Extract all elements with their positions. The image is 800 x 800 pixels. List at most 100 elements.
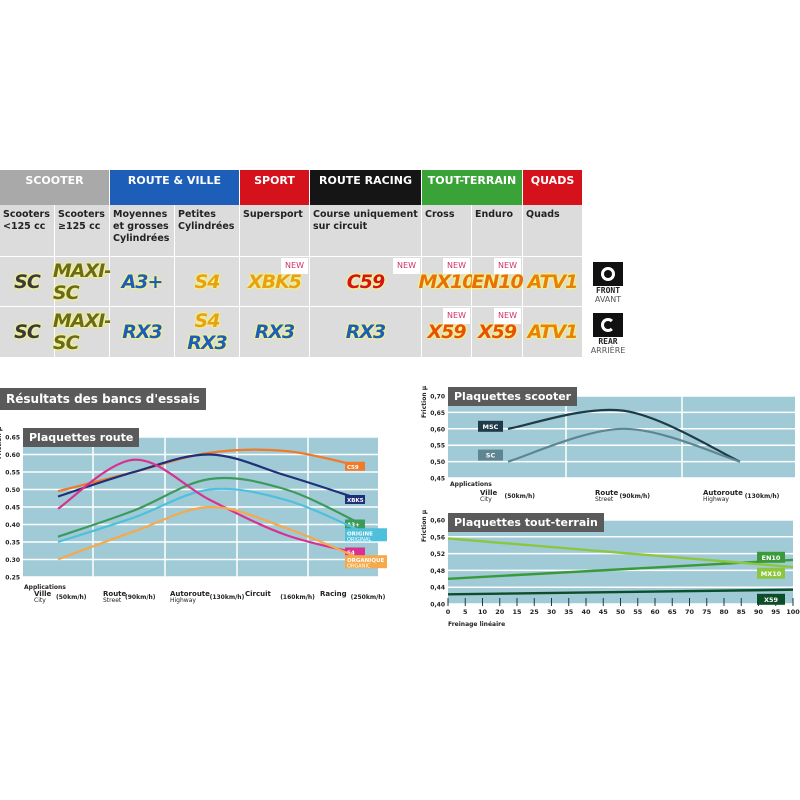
y-tick-label: 0,48 bbox=[430, 568, 445, 575]
series-label: ORGANIC bbox=[347, 564, 371, 570]
x-category-speed: (50km/h) bbox=[56, 594, 87, 601]
product-cell: RX3 bbox=[310, 307, 422, 358]
product-logo: MX10 bbox=[418, 270, 476, 293]
new-badge: NEW bbox=[393, 258, 420, 274]
x-tick-label: 70 bbox=[685, 608, 695, 616]
product-logo: SC bbox=[14, 321, 41, 343]
series-label: ORIGINAL bbox=[347, 537, 371, 543]
y-tick-label: 0,60 bbox=[430, 426, 445, 433]
product-logo: ATV1 bbox=[527, 321, 579, 343]
product-logo: XBK5 bbox=[247, 270, 302, 293]
column-description: Cross bbox=[422, 205, 472, 257]
product-cell: S4 RX3 bbox=[175, 307, 240, 358]
y-tick-label: 0,55 bbox=[430, 443, 445, 450]
column-description: Supersport bbox=[240, 205, 310, 257]
offroad-pads-chart: 0,60 0,56 0,52 0,48 0,44 0,40 Friction μ 0 5 10 20… bbox=[421, 510, 800, 628]
column-description: Quads bbox=[523, 205, 583, 257]
new-badge: NEW bbox=[443, 258, 470, 274]
product-cell: S4 bbox=[175, 257, 240, 307]
series-label: C59 bbox=[347, 465, 359, 471]
product-logo: ATV1 bbox=[527, 270, 579, 293]
series-line-a3+ bbox=[57, 476, 363, 538]
category-header: SCOOTER bbox=[0, 170, 109, 205]
column-description: Petites Cylindrées bbox=[175, 205, 240, 257]
product-logo: RX3 bbox=[122, 321, 162, 343]
product-cell: XBK5 NEW bbox=[240, 257, 310, 307]
x-tick-label: 95 bbox=[771, 608, 781, 616]
x-category-label: Autoroute bbox=[703, 489, 743, 497]
x-tick-label: 90 bbox=[754, 608, 764, 616]
x-tick-label: 65 bbox=[668, 608, 678, 616]
series-label-box bbox=[757, 593, 785, 605]
column-description: Course uniquement sur circuit bbox=[310, 205, 422, 257]
y-tick-label: 0.30 bbox=[5, 557, 20, 564]
product-cell: SC bbox=[0, 307, 55, 358]
front-label: FRONT bbox=[595, 286, 621, 295]
product-logo: X59 bbox=[477, 321, 517, 343]
series-label: ORGANIQUE bbox=[347, 558, 384, 564]
product-logo: MAXI-SC bbox=[52, 310, 112, 354]
x-tick-label: 75 bbox=[702, 608, 712, 616]
front-indicator: FRONT AVANT bbox=[590, 262, 626, 304]
x-tick-label: 0 bbox=[446, 608, 451, 616]
x-category-speed: (50km/h) bbox=[505, 493, 536, 500]
front-sub-label: AVANT bbox=[594, 295, 622, 304]
x-category-sublabel: Street bbox=[103, 597, 122, 604]
x-category-speed: (160km/h) bbox=[280, 594, 315, 601]
y-tick-label: 0,40 bbox=[430, 602, 445, 609]
x-tick-label: 55 bbox=[633, 608, 643, 616]
y-tick-label: 0,70 bbox=[430, 394, 445, 401]
product-logo: C59 bbox=[346, 270, 385, 293]
product-cell: EN10 NEW bbox=[471, 257, 524, 307]
x-tick-label: 40 bbox=[581, 608, 591, 616]
scooter-chart-title: Plaquettes scooter bbox=[448, 387, 578, 406]
x-category-label: Racing bbox=[320, 590, 347, 598]
product-logo: RX3 bbox=[345, 321, 386, 343]
y-tick-label: 0.50 bbox=[5, 487, 20, 494]
x-tick-label: 35 bbox=[564, 608, 574, 616]
product-cell: ATV1 bbox=[523, 307, 583, 358]
product-cell: A3+ bbox=[110, 257, 175, 307]
y-tick-label: 0.40 bbox=[5, 522, 20, 529]
product-cell: MAXI-SC bbox=[52, 307, 112, 358]
column-description: Scooters <125 cc bbox=[0, 205, 55, 257]
series-line-s4 bbox=[57, 458, 363, 556]
category-header: QUADS bbox=[523, 170, 582, 205]
x-tick-label: 100 bbox=[786, 608, 800, 616]
product-cell: MX10 NEW bbox=[418, 257, 476, 307]
y-tick-label: 0.25 bbox=[5, 575, 20, 582]
series-label: MX10 bbox=[761, 570, 782, 578]
x-category-speed: (130km/h) bbox=[745, 493, 780, 500]
product-logo: A3+ bbox=[121, 270, 164, 293]
series-label: SC bbox=[486, 452, 496, 460]
category-header: TOUT-TERRAIN bbox=[422, 170, 522, 205]
series-line-organique bbox=[57, 505, 363, 561]
section-title: Résultats des bancs d'essais bbox=[0, 388, 206, 410]
y-tick-label: 0,56 bbox=[430, 534, 445, 541]
y-tick-label: 0.35 bbox=[5, 540, 20, 547]
series-line-origine bbox=[57, 487, 363, 544]
x-tick-label: 85 bbox=[737, 608, 747, 616]
new-badge: NEW bbox=[281, 258, 308, 274]
front-wheel-icon bbox=[593, 262, 623, 286]
product-logo: S4 bbox=[194, 270, 221, 293]
x-tick-label: 60 bbox=[650, 608, 660, 616]
y-tick-label: 0.55 bbox=[5, 470, 20, 477]
x-tick-label: 15 bbox=[512, 608, 522, 616]
new-badge: NEW bbox=[494, 258, 521, 274]
y-tick-label: 0,52 bbox=[430, 551, 445, 558]
series-label-box bbox=[345, 519, 365, 529]
x-tick-label: 10 bbox=[478, 608, 488, 616]
series-label: MSC bbox=[483, 423, 499, 431]
y-tick-label: 0.65 bbox=[5, 435, 20, 442]
x-tick-label: 25 bbox=[530, 608, 540, 616]
x-category-speed: (250km/h) bbox=[351, 594, 386, 601]
series-line-sc bbox=[507, 427, 741, 463]
series-line-msc bbox=[507, 408, 741, 463]
category-header: ROUTE & VILLE bbox=[110, 170, 239, 205]
x-axis-label: Freinage linéaire bbox=[448, 621, 505, 628]
x-tick-label: 20 bbox=[495, 608, 505, 616]
product-logo: SC bbox=[14, 270, 41, 293]
series-line-c59 bbox=[57, 448, 363, 493]
x-category-speed: (90km/h) bbox=[125, 594, 156, 601]
